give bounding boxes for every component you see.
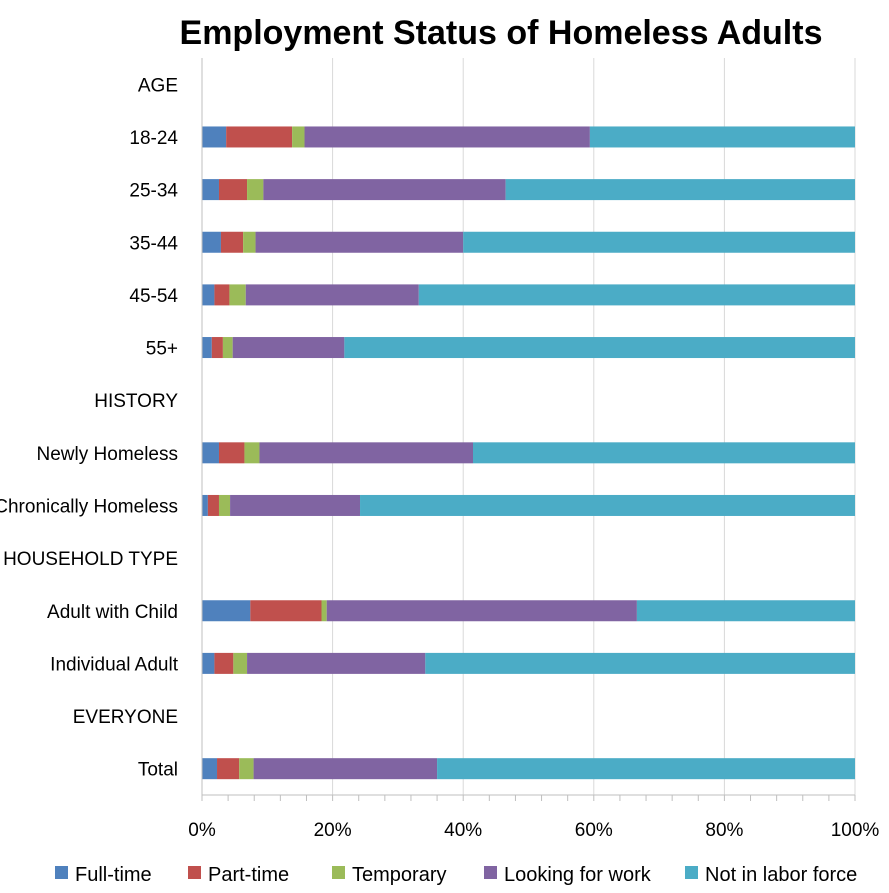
bar-segment: [344, 337, 855, 359]
bar-segment: [211, 337, 223, 359]
bar-segment: [218, 494, 231, 516]
axes: [201, 58, 856, 801]
category-label: 45-54: [129, 286, 178, 307]
bar-segment: [214, 284, 230, 306]
bar-segment: [304, 126, 590, 148]
bar-segment: [243, 231, 256, 253]
bar-segment: [230, 494, 361, 516]
bar-segment: [255, 231, 464, 253]
bar-segment: [233, 652, 248, 674]
bar-segment: [202, 442, 219, 464]
bar-segment: [263, 179, 506, 201]
bar-segment: [247, 179, 264, 201]
bar-segment: [202, 337, 212, 359]
legend-label: Temporary: [352, 864, 446, 886]
bar-segment: [214, 652, 234, 674]
legend: Full-time Part-time Temporary Looking for w…: [55, 864, 857, 886]
category-label: Total: [138, 760, 178, 781]
bar-segment: [425, 652, 855, 674]
legend-swatch: [685, 866, 698, 879]
legend-label: Full-time: [75, 864, 152, 886]
category-label: 18-24: [129, 128, 178, 149]
bar-segment: [292, 126, 305, 148]
bar-segment: [222, 337, 233, 359]
bar-segment: [217, 758, 240, 780]
category-label: 35-44: [129, 233, 178, 254]
bar-segment: [202, 652, 215, 674]
bar-segment: [202, 126, 227, 148]
bar-segment: [232, 337, 345, 359]
gridlines: [332, 58, 856, 795]
x-tick-labels: 0% 20% 40% 60% 80% 100%: [188, 820, 879, 841]
bar-segment: [244, 442, 260, 464]
category-label: Individual Adult: [50, 654, 179, 675]
legend-swatch: [188, 866, 201, 879]
bar-segment: [437, 758, 855, 780]
category-label: Adult with Child: [47, 602, 178, 623]
x-tick-label: 40%: [444, 820, 482, 841]
legend-label: Not in labor force: [705, 864, 857, 886]
bar-segment: [202, 179, 219, 201]
category-label: 25-34: [129, 181, 178, 202]
bars: [202, 126, 855, 780]
bar-segment: [589, 126, 855, 148]
bar-segment: [202, 284, 215, 306]
bar-segment: [418, 284, 855, 306]
bar-segment: [253, 758, 438, 780]
bar-segment: [463, 231, 855, 253]
bar-segment: [259, 442, 473, 464]
legend-label: Part-time: [208, 864, 289, 886]
x-tick-label: 20%: [314, 820, 352, 841]
bar-segment: [250, 600, 322, 622]
x-tick-label: 60%: [575, 820, 613, 841]
bar-segment: [326, 600, 637, 622]
category-label: AGE: [138, 75, 178, 96]
bar-segment: [220, 231, 244, 253]
x-tick-label: 80%: [705, 820, 743, 841]
legend-swatch: [484, 866, 497, 879]
bar-segment: [202, 231, 221, 253]
category-label: HISTORY: [94, 391, 178, 412]
category-label: Newly Homeless: [37, 444, 178, 465]
category-label: Chronically Homeless: [0, 496, 178, 517]
bar-segment: [218, 442, 245, 464]
bar-segment: [360, 494, 855, 516]
bar-segment: [321, 600, 327, 622]
x-tick-label: 100%: [831, 820, 880, 841]
category-label: 55+: [146, 339, 178, 360]
category-labels: AGE 18-24 25-34 35-44 45-54 55+ HISTORY Newly H…: [0, 75, 179, 780]
bar-segment: [229, 284, 246, 306]
legend-label: Looking for work: [504, 864, 652, 886]
bar-segment: [226, 126, 293, 148]
chart-title: Employment Status of Homeless Adults: [180, 14, 823, 52]
bar-segment: [247, 652, 426, 674]
bar-segment: [218, 179, 248, 201]
bar-segment: [505, 179, 855, 201]
bar-segment: [202, 758, 218, 780]
bar-segment: [472, 442, 855, 464]
legend-swatch: [332, 866, 345, 879]
bar-segment: [239, 758, 254, 780]
bar-segment: [202, 600, 251, 622]
legend-swatch: [55, 866, 68, 879]
category-label: EVERYONE: [73, 707, 178, 728]
bar-segment: [202, 494, 208, 516]
x-tick-label: 0%: [188, 820, 216, 841]
category-label: HOUSEHOLD TYPE: [3, 549, 178, 570]
bar-segment: [636, 600, 855, 622]
bar-segment: [245, 284, 419, 306]
bar-segment: [207, 494, 219, 516]
